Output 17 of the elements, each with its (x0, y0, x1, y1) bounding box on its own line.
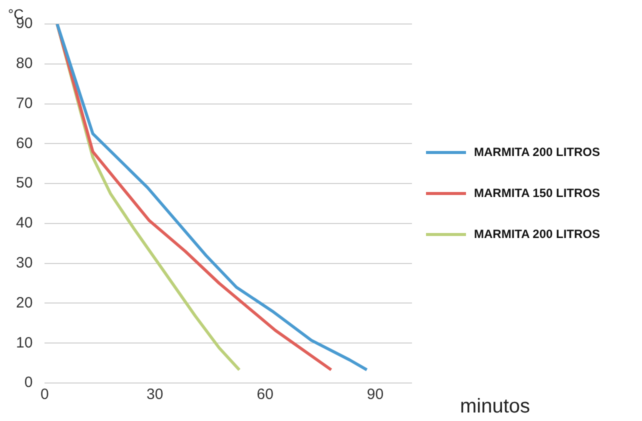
legend-label: MARMITA 200 LITROS (474, 226, 600, 241)
y-tick-label: 50 (16, 174, 33, 192)
legend-label: MARMITA 200 LITROS (474, 144, 600, 159)
y-tick-label: 30 (16, 254, 33, 272)
x-tick-label: 90 (366, 386, 384, 404)
y-tick-label: 20 (16, 294, 33, 312)
y-tick-label: 0 (24, 374, 33, 392)
x-axis-title: minutos (460, 396, 530, 418)
y-tick-label: 10 (16, 334, 33, 352)
x-tick-label: 0 (40, 386, 49, 404)
x-tick-label: 30 (146, 386, 164, 404)
x-tick-label: 60 (256, 386, 274, 404)
y-tick-label: 70 (16, 94, 33, 112)
legend-label: MARMITA 150 LITROS (474, 186, 600, 200)
y-tick-label: 80 (16, 55, 33, 72)
y-tick-label: 40 (16, 214, 33, 232)
y-tick-label: 60 (16, 134, 33, 152)
